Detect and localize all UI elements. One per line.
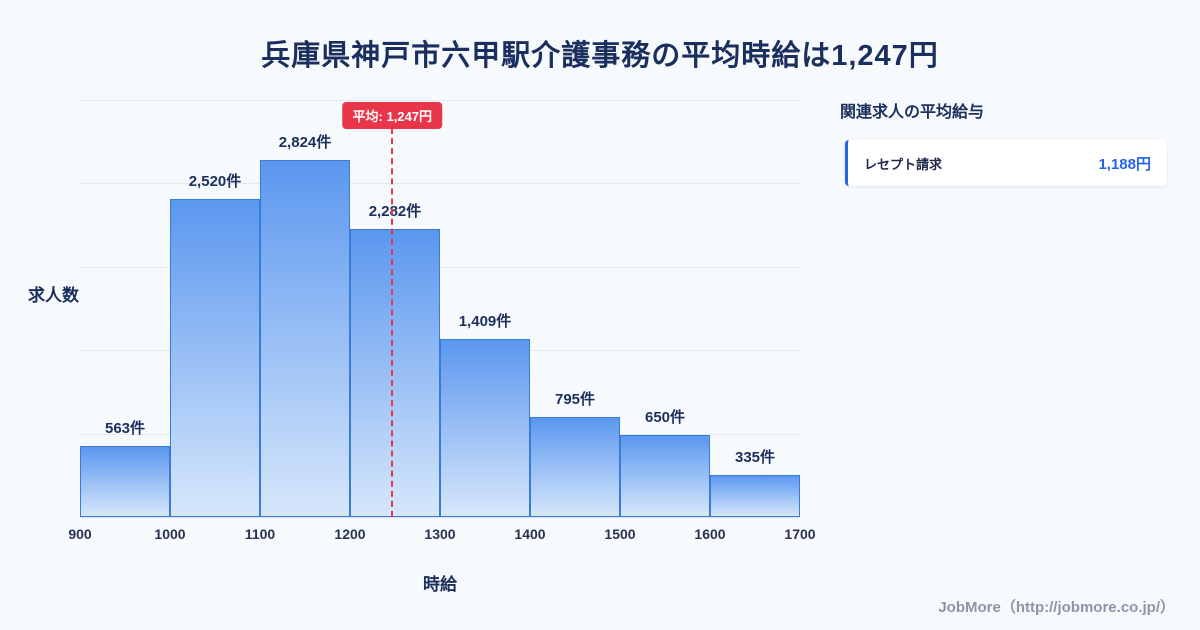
- footer-credit: JobMore（http://jobmore.co.jp/）: [938, 599, 1175, 616]
- bar-value-label: 2,824件: [278, 134, 332, 152]
- histogram-plot-area: 563件 2,520件 2,824件 2,282件 1,409件 795件 650件 335件…: [80, 100, 800, 518]
- bar-value-label: 2,282件: [368, 202, 422, 220]
- bar-value-label: 650件: [644, 408, 686, 426]
- x-tick-label: 1600: [694, 526, 726, 542]
- x-tick-label: 1300: [424, 526, 456, 542]
- bar-value-label: 1,409件: [458, 312, 512, 330]
- bar-value-label: 563件: [104, 419, 146, 437]
- average-badge: 平均: 1,247円: [342, 102, 443, 129]
- bar-value-label: 335件: [734, 448, 776, 466]
- histogram-bar: [530, 416, 620, 517]
- histogram-bar: [620, 434, 710, 517]
- bar-value-label: 795件: [554, 390, 596, 408]
- related-job-card: レセプト請求 1,188円: [845, 140, 1167, 186]
- histogram-bar: [440, 338, 530, 517]
- x-tick-label: 1000: [154, 526, 186, 542]
- average-line: [391, 128, 394, 517]
- x-axis-ticks: 900 1000 1100 1200 1300 1400 1500 1600 1700: [68, 526, 815, 546]
- x-tick-label: 1700: [784, 526, 816, 542]
- page-title: 兵庫県神戸市六甲駅介護事務の平均時給は1,247円: [261, 40, 939, 72]
- related-salary-heading: 関連求人の平均給与: [840, 104, 985, 121]
- bar-value-label: 2,520件: [188, 172, 242, 190]
- x-tick-label: 1100: [244, 526, 276, 542]
- histogram-bar: [80, 445, 170, 517]
- related-job-value: 1,188円: [1098, 155, 1151, 173]
- related-job-label: レセプト請求: [864, 156, 943, 172]
- gridline: [80, 183, 800, 185]
- x-tick-label: 1200: [334, 526, 366, 542]
- x-tick-label: 1400: [514, 526, 546, 542]
- x-tick-label: 900: [68, 526, 92, 542]
- gridline: [80, 266, 800, 268]
- gridline: [80, 517, 800, 518]
- gridline: [80, 100, 800, 101]
- x-axis-label: 時給: [423, 575, 457, 594]
- x-tick-label: 1500: [604, 526, 636, 542]
- histogram-bar: [710, 474, 800, 517]
- y-axis-label: 求人数: [28, 286, 79, 305]
- histogram-bar: [260, 160, 350, 517]
- histogram-bar: [350, 228, 440, 517]
- histogram-bar: [170, 198, 260, 517]
